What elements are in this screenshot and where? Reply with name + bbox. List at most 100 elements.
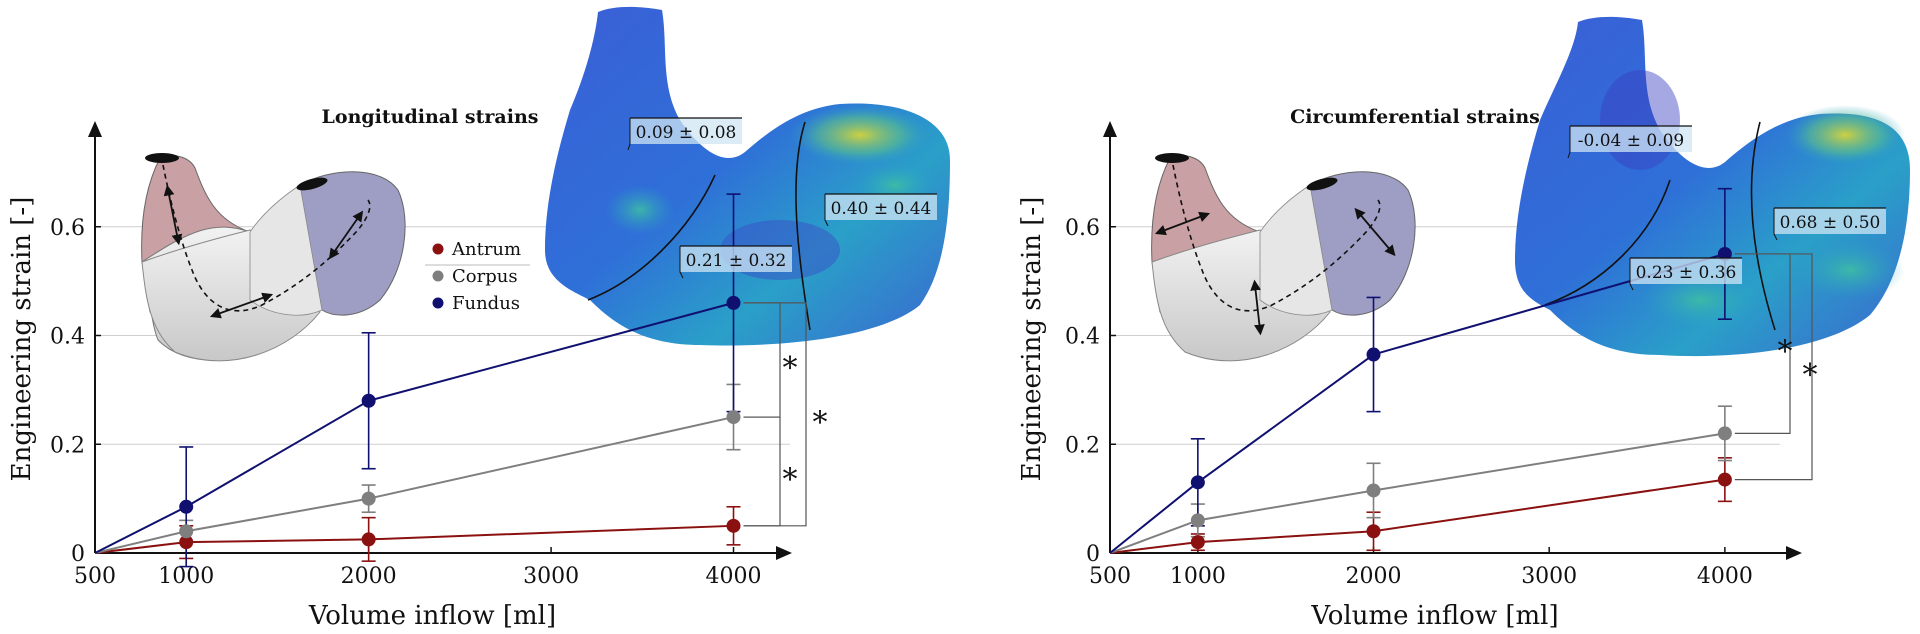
bracket-line bbox=[743, 416, 781, 527]
annotation-box bbox=[680, 246, 792, 272]
longitudinal-panel: 0 0.2 0.4 0.6 500 1000 2000 3000 4000 Engineering… bbox=[7, 6, 950, 631]
annotation-pointer bbox=[1629, 258, 1634, 291]
legend-label-corpus: Corpus bbox=[452, 266, 518, 287]
annotation-box bbox=[825, 194, 937, 220]
data-point-antrum bbox=[361, 532, 376, 547]
legend: Antrum Corpus Fundus bbox=[425, 239, 530, 314]
significance-star: * bbox=[783, 462, 798, 497]
annotation-pointer bbox=[824, 194, 829, 227]
strain-annotation: 0.09 ± 0.08 bbox=[627, 117, 742, 151]
significance-bracket: * bbox=[743, 416, 798, 527]
y-tick-label: 0.6 bbox=[50, 216, 85, 241]
data-point-antrum bbox=[726, 518, 741, 533]
data-point-fundus bbox=[179, 499, 194, 514]
annotation-text: 0.23 ± 0.36 bbox=[1636, 263, 1737, 283]
x-tick-label: 2000 bbox=[341, 564, 397, 589]
annotation-box bbox=[630, 118, 742, 144]
data-point-antrum bbox=[179, 535, 194, 550]
x-tick-label: 500 bbox=[1089, 564, 1131, 589]
x-tick-label: 500 bbox=[74, 564, 116, 589]
strain-annotation: 0.23 ± 0.36 bbox=[1629, 257, 1742, 291]
y-tick-label: 0.6 bbox=[1065, 216, 1100, 241]
strain-annotation: 0.21 ± 0.32 bbox=[679, 245, 792, 279]
x-tick-label: 2000 bbox=[1346, 564, 1402, 589]
bracket-line bbox=[1734, 253, 1813, 481]
x-axis-arrow-icon bbox=[1786, 546, 1802, 560]
significance-bracket: * bbox=[743, 302, 828, 527]
stomach-schematic-icon bbox=[141, 153, 406, 362]
x-tick-label: 1000 bbox=[1170, 564, 1226, 589]
data-point-corpus bbox=[726, 410, 741, 425]
x-axis-label: Volume inflow [ml] bbox=[308, 601, 556, 631]
data-point-corpus bbox=[361, 491, 376, 506]
x-tick-label: 4000 bbox=[706, 564, 762, 589]
significance-star: * bbox=[1803, 358, 1818, 393]
annotation-pointer bbox=[1567, 126, 1571, 159]
x-axis-label: Volume inflow [ml] bbox=[1310, 601, 1558, 631]
legend-label-antrum: Antrum bbox=[451, 239, 521, 260]
annotation-box bbox=[1630, 258, 1742, 284]
y-axis-label: Engineering strain [-] bbox=[7, 197, 37, 482]
strain-annotation: -0.04 ± 0.09 bbox=[1567, 125, 1692, 159]
annotation-text: 0.09 ± 0.08 bbox=[636, 123, 737, 143]
stomach-schematic-icon bbox=[1151, 153, 1416, 362]
x-tick-label: 3000 bbox=[1521, 564, 1577, 589]
strain-mesh-icon bbox=[1515, 16, 1910, 357]
series-line-corpus bbox=[1109, 432, 1726, 554]
series-line-antrum bbox=[1109, 478, 1726, 554]
annotation-text: 0.21 ± 0.32 bbox=[686, 251, 787, 271]
legend-marker-antrum bbox=[432, 243, 444, 255]
significance-bracket: * bbox=[1734, 253, 1818, 481]
legend-marker-fundus bbox=[432, 297, 444, 309]
series-group bbox=[94, 193, 741, 568]
significance-star: * bbox=[813, 405, 828, 440]
data-point-antrum bbox=[1366, 524, 1381, 539]
x-axis-arrow-icon bbox=[776, 546, 792, 560]
annotation-box bbox=[1570, 126, 1692, 152]
significance-star: * bbox=[1778, 335, 1793, 370]
data-point-fundus bbox=[726, 295, 741, 310]
significance-star: * bbox=[783, 351, 798, 386]
x-tick-label: 4000 bbox=[1697, 564, 1753, 589]
series-line-antrum bbox=[94, 524, 734, 554]
annotation-pointer bbox=[627, 118, 631, 151]
series-line-corpus bbox=[94, 416, 734, 554]
data-point-fundus bbox=[1366, 347, 1381, 362]
y-axis-arrow-icon bbox=[1103, 121, 1117, 137]
legend-label-fundus: Fundus bbox=[452, 293, 520, 314]
strain-annotation: 0.68 ± 0.50 bbox=[1773, 207, 1886, 241]
data-point-antrum bbox=[1717, 472, 1732, 487]
annotation-pointer bbox=[679, 246, 684, 279]
data-point-antrum bbox=[1190, 535, 1205, 550]
series-line-fundus bbox=[94, 301, 734, 554]
y-axis-label: Engineering strain [-] bbox=[1017, 197, 1047, 482]
series-line-fundus bbox=[1109, 252, 1726, 554]
bracket-line bbox=[743, 302, 807, 527]
y-tick-label: 0.4 bbox=[1065, 325, 1100, 350]
data-point-corpus bbox=[179, 524, 194, 539]
circumferential-panel: 0 0.2 0.4 0.6 500 1000 2000 3000 4000 Engineering… bbox=[1017, 16, 1910, 631]
strain-annotation: 0.40 ± 0.44 bbox=[824, 193, 937, 227]
x-tick-label: 3000 bbox=[523, 564, 579, 589]
y-tick-label: 0.2 bbox=[1065, 433, 1100, 458]
annotation-text: 0.68 ± 0.50 bbox=[1780, 213, 1881, 233]
y-tick-label: 0 bbox=[1086, 542, 1100, 567]
annotation-pointer bbox=[1773, 208, 1778, 241]
data-point-corpus bbox=[1366, 483, 1381, 498]
panel-title: Circumferential strains bbox=[1290, 106, 1540, 128]
y-tick-label: 0 bbox=[71, 542, 85, 567]
legend-marker-corpus bbox=[432, 270, 444, 282]
y-tick-label: 0.2 bbox=[50, 433, 85, 458]
strain-mesh-icon bbox=[545, 6, 950, 346]
data-point-corpus bbox=[1190, 513, 1205, 528]
data-point-fundus bbox=[1190, 475, 1205, 490]
y-axis-arrow-icon bbox=[88, 121, 102, 137]
annotation-text: 0.40 ± 0.44 bbox=[831, 199, 932, 219]
data-point-corpus bbox=[1717, 426, 1732, 441]
panel-title: Longitudinal strains bbox=[322, 106, 539, 128]
annotation-text: -0.04 ± 0.09 bbox=[1578, 131, 1685, 151]
y-tick-label: 0.4 bbox=[50, 325, 85, 350]
series-group bbox=[1109, 187, 1732, 554]
annotation-box bbox=[1774, 208, 1886, 234]
